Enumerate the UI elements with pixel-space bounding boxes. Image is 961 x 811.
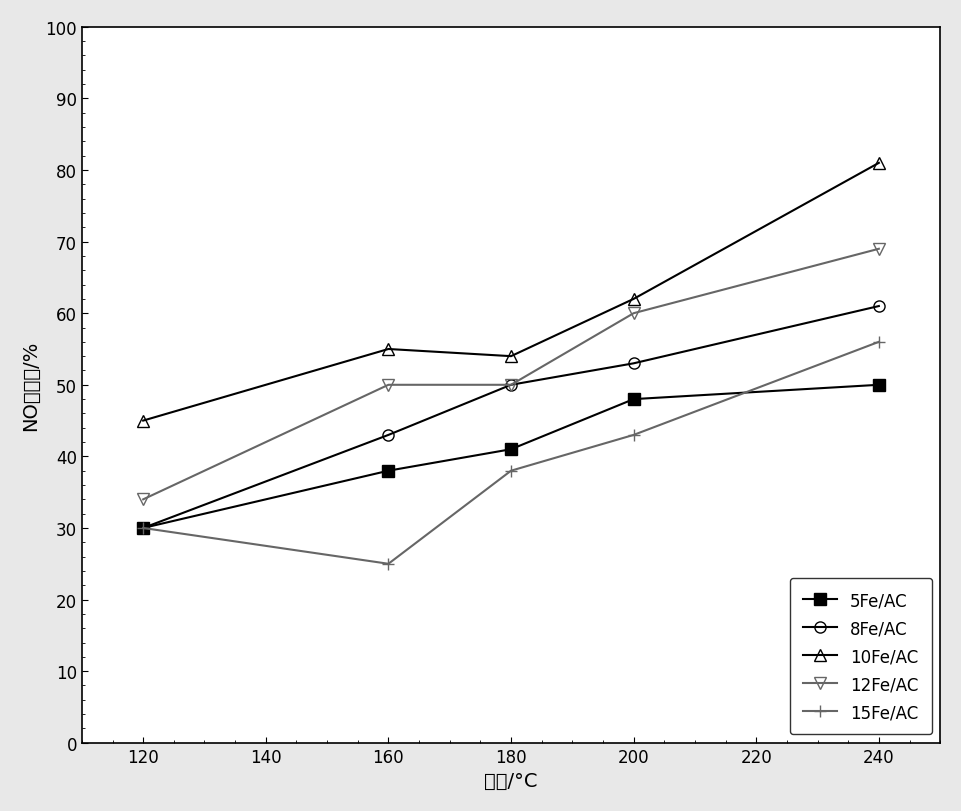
10Fe/AC bbox=[137, 416, 149, 426]
15Fe/AC bbox=[382, 560, 394, 569]
8Fe/AC bbox=[382, 431, 394, 440]
Line: 8Fe/AC: 8Fe/AC bbox=[137, 301, 884, 534]
Line: 12Fe/AC: 12Fe/AC bbox=[137, 244, 884, 505]
Y-axis label: NO转化率/%: NO转化率/% bbox=[21, 340, 39, 431]
12Fe/AC bbox=[628, 309, 639, 319]
12Fe/AC bbox=[874, 245, 885, 255]
12Fe/AC bbox=[505, 380, 517, 390]
10Fe/AC bbox=[505, 352, 517, 362]
15Fe/AC bbox=[874, 337, 885, 347]
5Fe/AC bbox=[505, 444, 517, 454]
10Fe/AC bbox=[628, 294, 639, 304]
15Fe/AC bbox=[137, 523, 149, 533]
10Fe/AC bbox=[874, 159, 885, 169]
5Fe/AC bbox=[382, 466, 394, 476]
5Fe/AC bbox=[874, 380, 885, 390]
X-axis label: 温度/°C: 温度/°C bbox=[484, 771, 538, 790]
12Fe/AC bbox=[382, 380, 394, 390]
Line: 5Fe/AC: 5Fe/AC bbox=[137, 380, 884, 534]
8Fe/AC bbox=[505, 380, 517, 390]
Line: 10Fe/AC: 10Fe/AC bbox=[137, 158, 884, 427]
Line: 15Fe/AC: 15Fe/AC bbox=[137, 337, 884, 569]
15Fe/AC bbox=[628, 431, 639, 440]
5Fe/AC bbox=[628, 395, 639, 405]
10Fe/AC bbox=[382, 345, 394, 354]
5Fe/AC bbox=[137, 523, 149, 533]
15Fe/AC bbox=[505, 466, 517, 476]
12Fe/AC bbox=[137, 495, 149, 504]
8Fe/AC bbox=[137, 523, 149, 533]
8Fe/AC bbox=[874, 302, 885, 311]
Legend: 5Fe/AC, 8Fe/AC, 10Fe/AC, 12Fe/AC, 15Fe/AC: 5Fe/AC, 8Fe/AC, 10Fe/AC, 12Fe/AC, 15Fe/A… bbox=[790, 578, 932, 735]
8Fe/AC bbox=[628, 359, 639, 369]
